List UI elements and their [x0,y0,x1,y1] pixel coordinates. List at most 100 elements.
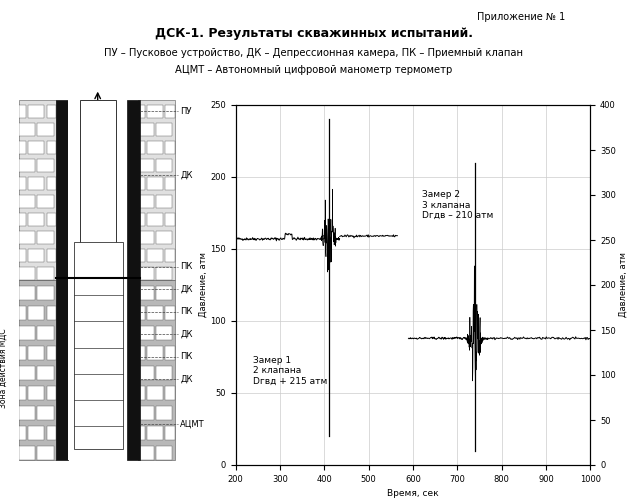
Text: ДК: ДК [180,170,193,179]
Bar [147,213,163,226]
Bar [19,141,26,154]
Bar [156,159,172,172]
Bar [156,326,172,340]
Bar [156,231,172,244]
Bar [28,177,45,190]
Text: ПК: ПК [180,352,193,362]
Bar [19,446,35,460]
Bar [37,195,53,208]
Bar [46,213,56,226]
Bar [46,141,56,154]
Bar [165,105,175,118]
Bar [127,100,139,460]
Bar [147,306,163,320]
Bar [138,286,154,300]
Bar [19,426,26,440]
Bar [147,426,163,440]
Bar [138,159,154,172]
Bar [37,326,53,340]
Bar [138,249,144,262]
Bar [19,280,56,460]
Bar [37,159,53,172]
Text: ДСК-1. Результаты скважинных испытаний.: ДСК-1. Результаты скважинных испытаний. [155,28,473,40]
Bar [28,249,45,262]
Bar [138,326,154,340]
Text: Замер 1
2 клапана
Dгвд + 215 атм: Замер 1 2 клапана Dгвд + 215 атм [253,356,328,386]
Bar [46,105,56,118]
Bar [147,177,163,190]
Bar [19,159,35,172]
Text: Приложение № 1: Приложение № 1 [477,12,566,22]
Bar [28,306,45,320]
Bar [46,177,56,190]
Bar [165,386,175,400]
Bar [138,177,144,190]
Bar [19,123,35,136]
Bar [19,177,26,190]
Bar [138,141,144,154]
Bar [19,195,35,208]
Bar [156,267,172,280]
Bar [19,213,26,226]
Text: Замер 2
3 клапана
Dгдв – 210 атм: Замер 2 3 клапана Dгдв – 210 атм [422,190,493,220]
Bar [46,249,56,262]
Y-axis label: Давление, атм: Давление, атм [619,252,628,318]
Bar [37,366,53,380]
Bar [138,346,144,360]
Bar [37,286,53,300]
Bar [165,306,175,320]
Bar [19,406,35,420]
Bar [138,100,175,280]
Text: ПК: ПК [180,308,193,316]
Bar [68,100,127,460]
Bar [138,195,154,208]
Text: ПУ – Пусковое устройство, ДК – Депрессионная камера, ПК – Приемный клапан: ПУ – Пусковое устройство, ДК – Депрессио… [104,48,524,58]
Bar [156,406,172,420]
Bar [28,105,45,118]
Bar [138,306,144,320]
Bar [165,249,175,262]
Bar [37,267,53,280]
Text: АЦМТ: АЦМТ [180,420,205,429]
Bar [156,123,172,136]
Bar [28,213,45,226]
Bar [37,231,53,244]
Text: ДК: ДК [180,330,193,339]
X-axis label: Время, сек: Время, сек [387,490,439,498]
Bar [28,346,45,360]
Bar [138,267,154,280]
Bar [138,231,154,244]
Bar [37,446,53,460]
Bar [19,326,35,340]
Bar [147,105,163,118]
Bar [28,141,45,154]
Bar [80,100,116,242]
Bar [19,286,35,300]
Bar [19,249,26,262]
Bar [138,213,144,226]
Bar [46,426,56,440]
Bar [165,177,175,190]
Bar [46,346,56,360]
Bar [28,386,45,400]
Bar [138,446,154,460]
Bar [138,426,144,440]
Bar [138,280,175,460]
Text: ПК: ПК [180,262,193,272]
Bar [46,386,56,400]
Bar [28,426,45,440]
Bar [147,249,163,262]
Bar [156,366,172,380]
Y-axis label: Давление, атм: Давление, атм [198,252,207,318]
Bar [56,100,68,460]
Bar [156,286,172,300]
Bar [37,123,53,136]
Bar [165,213,175,226]
Bar [19,306,26,320]
Bar [37,406,53,420]
Text: ПУ: ПУ [180,107,192,116]
Bar [147,386,163,400]
Bar [138,123,154,136]
Bar [165,426,175,440]
Bar [165,346,175,360]
